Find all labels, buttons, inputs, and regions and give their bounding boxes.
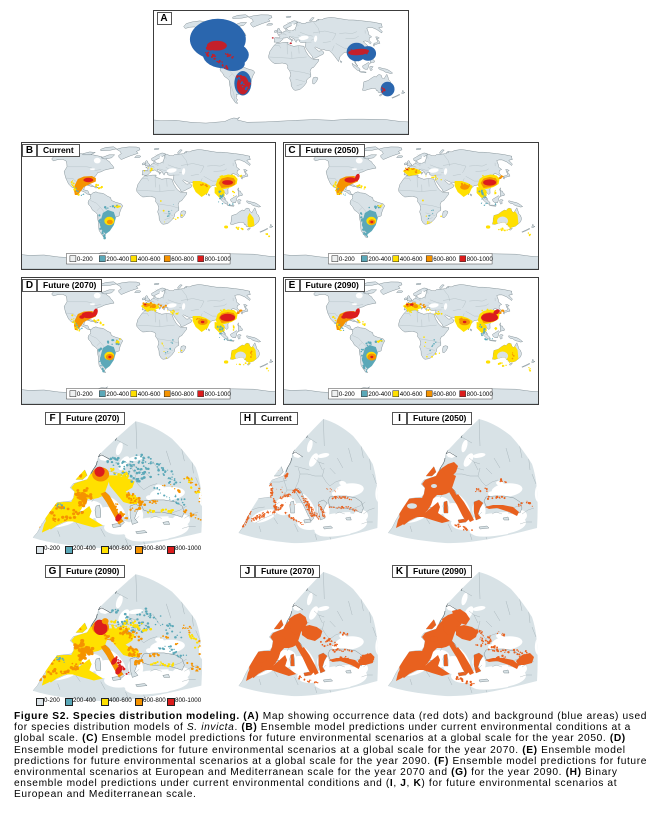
svg-text:0-200: 0-200 <box>339 390 355 397</box>
svg-text:600-800: 600-800 <box>171 390 194 397</box>
svg-text:0-200: 0-200 <box>339 256 355 263</box>
svg-text:800-1000: 800-1000 <box>204 256 231 263</box>
svg-text:400-600: 400-600 <box>137 256 160 263</box>
svg-text:800-1000: 800-1000 <box>467 390 494 397</box>
svg-text:200-400: 200-400 <box>368 390 391 397</box>
svg-text:0-200: 0-200 <box>76 256 92 263</box>
svg-text:400-600: 400-600 <box>400 256 423 263</box>
svg-text:600-800: 600-800 <box>171 256 194 263</box>
svg-text:200-400: 200-400 <box>106 390 129 397</box>
svg-text:200-400: 200-400 <box>368 256 391 263</box>
svg-text:600-800: 600-800 <box>433 390 456 397</box>
svg-text:800-1000: 800-1000 <box>467 256 494 263</box>
svg-text:0-200: 0-200 <box>76 390 92 397</box>
svg-text:200-400: 200-400 <box>106 256 129 263</box>
svg-text:400-600: 400-600 <box>400 390 423 397</box>
svg-text:800-1000: 800-1000 <box>204 390 231 397</box>
svg-text:400-600: 400-600 <box>137 390 160 397</box>
svg-text:600-800: 600-800 <box>433 256 456 263</box>
